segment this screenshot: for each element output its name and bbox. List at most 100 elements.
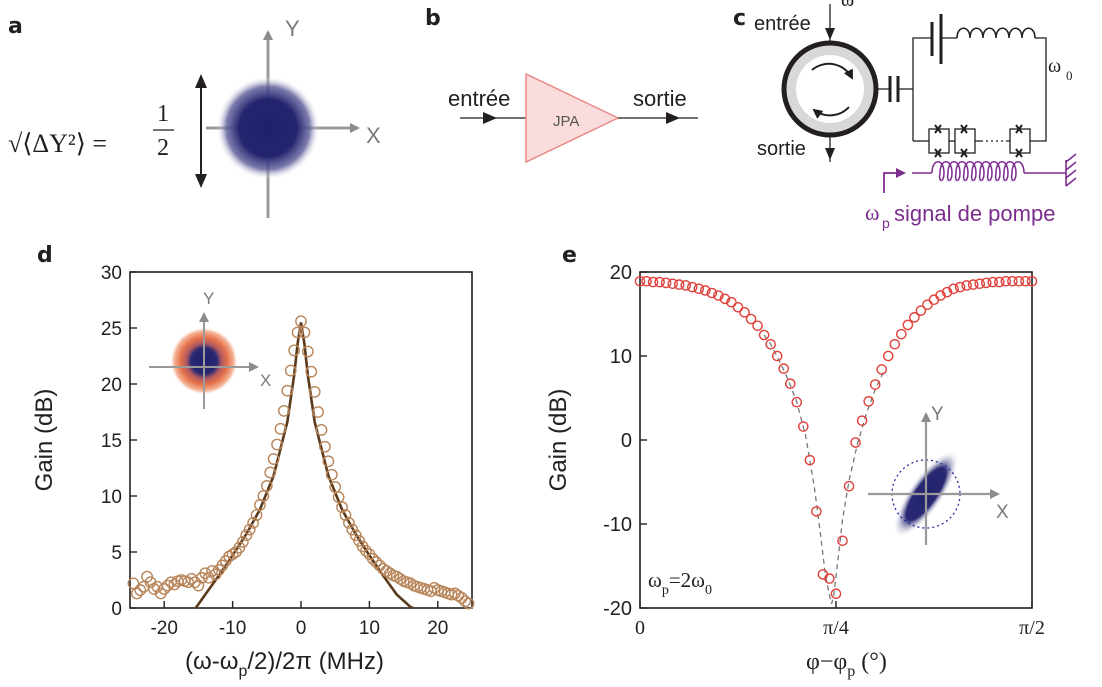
data-point [758, 329, 770, 341]
data-point [305, 365, 318, 378]
data-point [811, 506, 822, 517]
guide-curve [763, 334, 885, 604]
inset-thermal-state: Y X [149, 289, 271, 409]
data-point [1007, 275, 1018, 287]
y-tick-label: -20 [603, 598, 632, 620]
data-point [941, 286, 953, 298]
panel-b: b entrée sortie JPA [425, 6, 698, 164]
circulator-output-label: sortie [757, 138, 806, 160]
equation-denominator: 2 [157, 135, 169, 161]
data-point [980, 277, 992, 289]
data-point [909, 312, 920, 323]
data-point [896, 328, 907, 340]
annotation-mid: =2ω [669, 568, 705, 592]
pump-flux-coil [931, 161, 1025, 182]
data-point [329, 481, 342, 493]
x-tick-label: 20 [427, 618, 448, 639]
data-point [686, 281, 698, 293]
jpa-amplifier-triangle [525, 72, 620, 164]
ground-icon [1065, 153, 1077, 187]
data-point [634, 275, 646, 287]
data-point [267, 453, 280, 465]
data-point [322, 455, 335, 468]
inset-label-y-e: Y [931, 404, 944, 425]
data-point [257, 490, 270, 502]
x-axis-label-e-tail: (°) [855, 649, 887, 675]
data-point [247, 516, 260, 529]
x-tick-label: -10 [219, 618, 246, 639]
arrowhead-up [195, 74, 207, 88]
y-tick-label: 10 [610, 346, 632, 368]
data-point [339, 509, 352, 521]
y-tick-label: 0 [621, 430, 632, 452]
x-tick-label: 10 [359, 618, 380, 639]
axis-label-x: X [366, 123, 381, 148]
panel-c: c entrée ω sortie ω 0 [733, 0, 1077, 231]
data-point [654, 276, 665, 288]
data-point [798, 421, 809, 432]
inset-squeezed-state: Y X [868, 404, 1009, 545]
data-point [837, 535, 848, 547]
data-point [824, 573, 835, 584]
data-point [745, 313, 757, 325]
panel-a: a √⟨ΔY²⟩ = 1 2 Y X [8, 14, 381, 218]
data-point [243, 523, 256, 536]
data-point [1026, 275, 1038, 287]
input-label: entrée [448, 86, 510, 111]
x-axis-label-d-head: (ω-ω [185, 648, 238, 675]
data-point [336, 501, 348, 514]
panel-label-a: a [8, 14, 23, 39]
data-point [974, 278, 986, 290]
data-point [994, 276, 1005, 288]
data-point [706, 287, 718, 299]
x-tick-label: 0 [635, 617, 645, 639]
omega-label: ω [841, 0, 854, 11]
data-point [370, 556, 383, 568]
data-point [158, 583, 171, 595]
data-point [274, 422, 287, 435]
x-tick-label: -20 [150, 618, 177, 639]
data-point [260, 480, 273, 492]
data-point [462, 597, 475, 610]
circulator-inner [796, 55, 864, 123]
y-tick-label: 5 [111, 543, 122, 564]
equation-numerator: 1 [157, 101, 169, 127]
variance-equation: √⟨ΔY²⟩ = [8, 129, 107, 158]
data-point [817, 569, 829, 580]
y-axis-label-d: Gain (dB) [31, 389, 58, 492]
panel-label-e: e [562, 243, 577, 268]
circulator-output-arrowhead [825, 148, 835, 160]
data-point [882, 350, 894, 362]
data-point [961, 280, 972, 291]
data-point [308, 385, 321, 398]
inset-label-x: X [260, 371, 271, 390]
data-point [130, 587, 143, 600]
data-point [202, 571, 215, 584]
plot-frame-e [639, 271, 1033, 609]
pump-feed-arrow [883, 168, 906, 193]
data-point [876, 364, 888, 375]
data-point [732, 301, 744, 313]
data-point [863, 396, 874, 407]
data-point [206, 565, 218, 577]
annotation-omega: ω [648, 568, 662, 592]
circulator-input-label: entrée [754, 13, 811, 35]
data-point [869, 379, 881, 390]
chart-e-marks: 0 π/4 π/2 -20 -10 0 10 20 [603, 262, 1045, 639]
data-point [325, 468, 338, 481]
data-point [284, 364, 297, 377]
inset-label-y: Y [203, 289, 214, 308]
data-point [680, 280, 692, 291]
x-axis-label-e: φ−φp (°) [806, 649, 887, 680]
data-point [948, 283, 959, 295]
y-tick-label: 0 [111, 599, 122, 620]
data-point [902, 319, 914, 331]
data-point [1000, 275, 1012, 287]
data-point [765, 338, 776, 350]
annotation-sub-p: p [662, 583, 669, 598]
y-axis-label-e: Gain (dB) [545, 389, 572, 492]
data-point [298, 326, 311, 339]
x-axis-label-e-head: φ−φ [806, 649, 847, 675]
